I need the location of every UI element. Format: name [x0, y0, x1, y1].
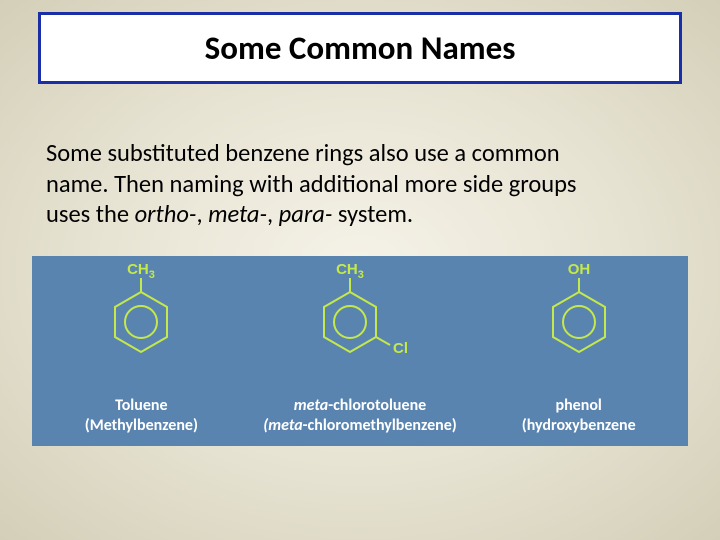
compound-meta-chlorotoluene: CH3 Cl meta-chlorotoluene (meta-chlorome… [251, 256, 470, 446]
slide-title: Some Common Names [205, 28, 516, 68]
body-paragraph: Some substituted benzene rings also use … [46, 138, 686, 230]
label-toluene: Toluene (Methylbenzene) [85, 396, 198, 446]
structure-phenol: OH [519, 256, 639, 384]
structure-meta-chlorotoluene: CH3 Cl [290, 256, 430, 384]
compound-phenol: OH phenol (hydroxybenzene [469, 256, 688, 446]
compounds-panel: CH3 Toluene (Methylbenzene) CH3 Cl meta [32, 256, 688, 446]
svg-text:OH: OH [567, 261, 590, 278]
label-meta-chlorotoluene: meta-chlorotoluene (meta-chloromethylben… [263, 396, 456, 446]
body-line-2: name. Then naming with additional more s… [46, 169, 686, 200]
label-phenol: phenol (hydroxybenzene [522, 396, 636, 446]
title-box: Some Common Names [38, 12, 682, 84]
body-line-3: uses the ortho-, meta-, para- system. [46, 199, 686, 230]
body-line-1: Some substituted benzene rings also use … [46, 138, 686, 169]
svg-text:Cl: Cl [393, 340, 408, 357]
structure-toluene: CH3 [81, 256, 201, 384]
compound-toluene: CH3 Toluene (Methylbenzene) [32, 256, 251, 446]
